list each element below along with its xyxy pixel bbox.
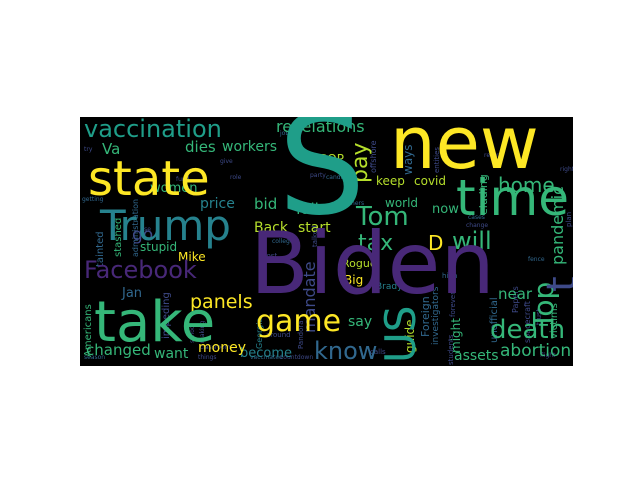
word-start: start [298,220,331,236]
word-take: take [94,290,216,355]
word-va: Va [102,140,121,158]
word-fall: fall [296,200,319,218]
word-become: become [240,346,293,361]
word-big: Big [344,273,364,287]
word-s: S [278,117,366,246]
word-fund: fund [176,176,190,183]
word-vaccination: vaccination [84,117,222,143]
word-season: season [84,354,106,361]
word-rogue: Rogue [342,257,377,270]
word-now: now [432,202,459,217]
word-vaccinated: vaccinated [250,354,283,361]
word-abortion: abortion [500,341,572,361]
word-t: t [539,276,573,292]
word-tax: tax [358,231,394,256]
word-women: women [150,181,198,196]
word-death: death [490,315,566,345]
word-around: around [266,331,291,339]
word-d: D [428,231,444,255]
word-high: high [442,272,458,280]
word-rise: rise [140,226,151,233]
word-near: near [498,285,533,303]
word-teachers: teachers [338,200,365,207]
word-classroom: classroom [200,344,231,351]
word-new: new [390,117,539,185]
word-facebook: Facebook [84,256,197,284]
word-time: time [456,169,569,227]
word-return: return [484,152,503,159]
word-tom: Tom [356,202,409,232]
word-fence: fence [528,256,545,263]
word-give: give [220,158,233,165]
word-state: state [88,151,210,207]
word-mike: Mike [178,250,206,264]
word-world: world [385,196,419,210]
word-right: right [560,166,573,173]
word-money: money [198,340,246,356]
word-candidate: candidate [326,174,356,181]
word-say: say [348,314,373,330]
word-things: things [198,354,217,361]
word-try: try [84,146,93,153]
word-us: US [376,305,425,363]
word-jan: Jan [122,286,143,301]
word-go: go [132,225,154,245]
word-trump: Trump [100,201,231,250]
word-panels: panels [190,291,253,313]
word-changed: changed [86,341,151,359]
word-biden: Biden [250,214,495,314]
word-keep: keep [376,174,405,188]
word-countdown: countdown [280,354,314,361]
word-cloud: try getting season give role jobs party … [80,117,573,366]
word-calls: calls [370,348,386,356]
word-revelations: revelations [276,117,365,136]
word-game: game [256,304,342,339]
word-cases: cases [468,214,485,221]
word-price: price [200,196,235,212]
word-workers: workers [222,139,278,155]
word-getting: getting [82,196,104,203]
word-flight: flight [540,352,556,359]
word-brady: Brady [376,282,403,292]
word-back: Back [254,220,288,236]
word-gop: GOP [318,152,344,166]
word-dies: dies [185,138,216,156]
word-home: home [498,173,555,197]
word-want: want [154,346,189,362]
word-change: change [466,222,489,229]
word-covid: covid [414,174,446,188]
word-role: role [230,174,242,181]
word-jobs: jobs [280,130,293,137]
word-know: know [314,337,378,365]
word-post: post [262,252,278,260]
word-bid: bid [254,195,278,213]
word-party: party [310,172,326,179]
word-will: will [452,227,492,255]
word-stupid: stupid [140,240,178,254]
word-assets: assets [454,348,499,364]
word-college: college [272,238,294,245]
